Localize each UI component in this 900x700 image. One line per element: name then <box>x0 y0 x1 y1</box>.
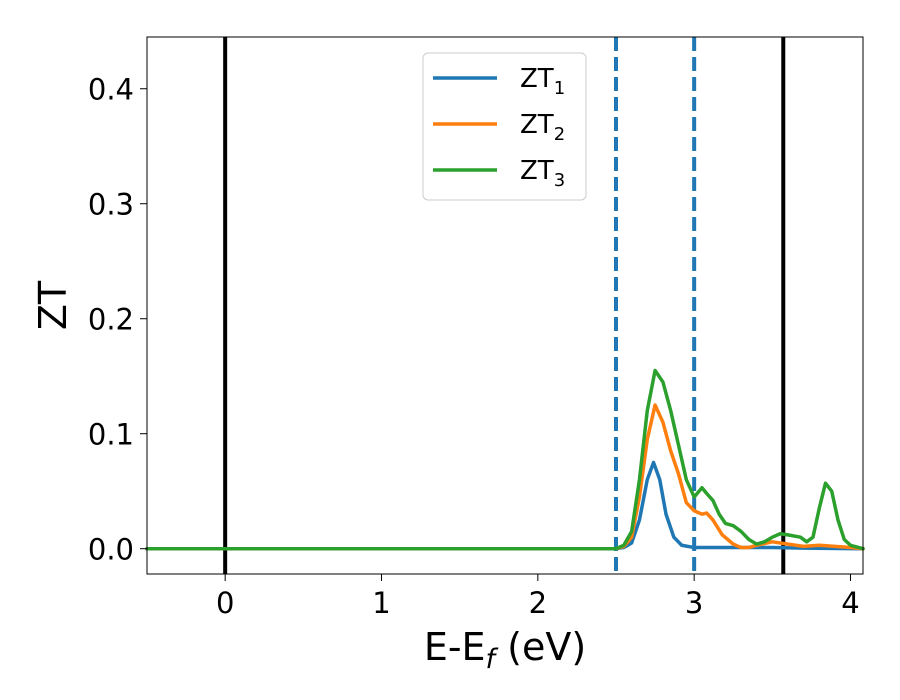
x-tick-label: 0 <box>216 586 234 620</box>
y-tick-label: 0.0 <box>88 533 134 567</box>
x-axis-label-unit: (eV) <box>495 625 586 669</box>
y-tick-label: 0.2 <box>88 303 134 337</box>
series-line-zt3 <box>145 368 865 551</box>
x-tick-label: 4 <box>841 586 859 620</box>
x-tick-label: 3 <box>685 586 703 620</box>
series-layer <box>145 368 865 551</box>
x-axis-label: E-Ef (eV) <box>424 625 586 675</box>
plot-frame <box>146 36 864 575</box>
legend-label-zt1: ZT1 <box>520 64 565 99</box>
y-tick-label: 0.3 <box>88 188 134 222</box>
series-line-zt1 <box>145 460 865 551</box>
x-tick-label: 2 <box>529 586 547 620</box>
legend-box <box>422 52 587 201</box>
legend-label-zt2: ZT2 <box>520 110 565 145</box>
y-tick-label: 0.1 <box>88 418 134 452</box>
x-tick-label: 1 <box>372 586 390 620</box>
y-axis-ticks: 0.0 0.1 0.2 0.3 0.4 <box>88 73 147 567</box>
y-axis-label: ZT <box>31 280 75 330</box>
legend: ZT1 ZT2 ZT3 <box>422 52 587 201</box>
series-line-zt2 <box>145 403 865 551</box>
y-tick-label: 0.4 <box>88 73 134 107</box>
legend-label-zt3: ZT3 <box>520 156 565 191</box>
vertical-lines <box>223 37 786 574</box>
x-axis-ticks: 0 1 2 3 4 <box>216 574 860 620</box>
x-axis-label-main: E-E <box>424 625 486 669</box>
